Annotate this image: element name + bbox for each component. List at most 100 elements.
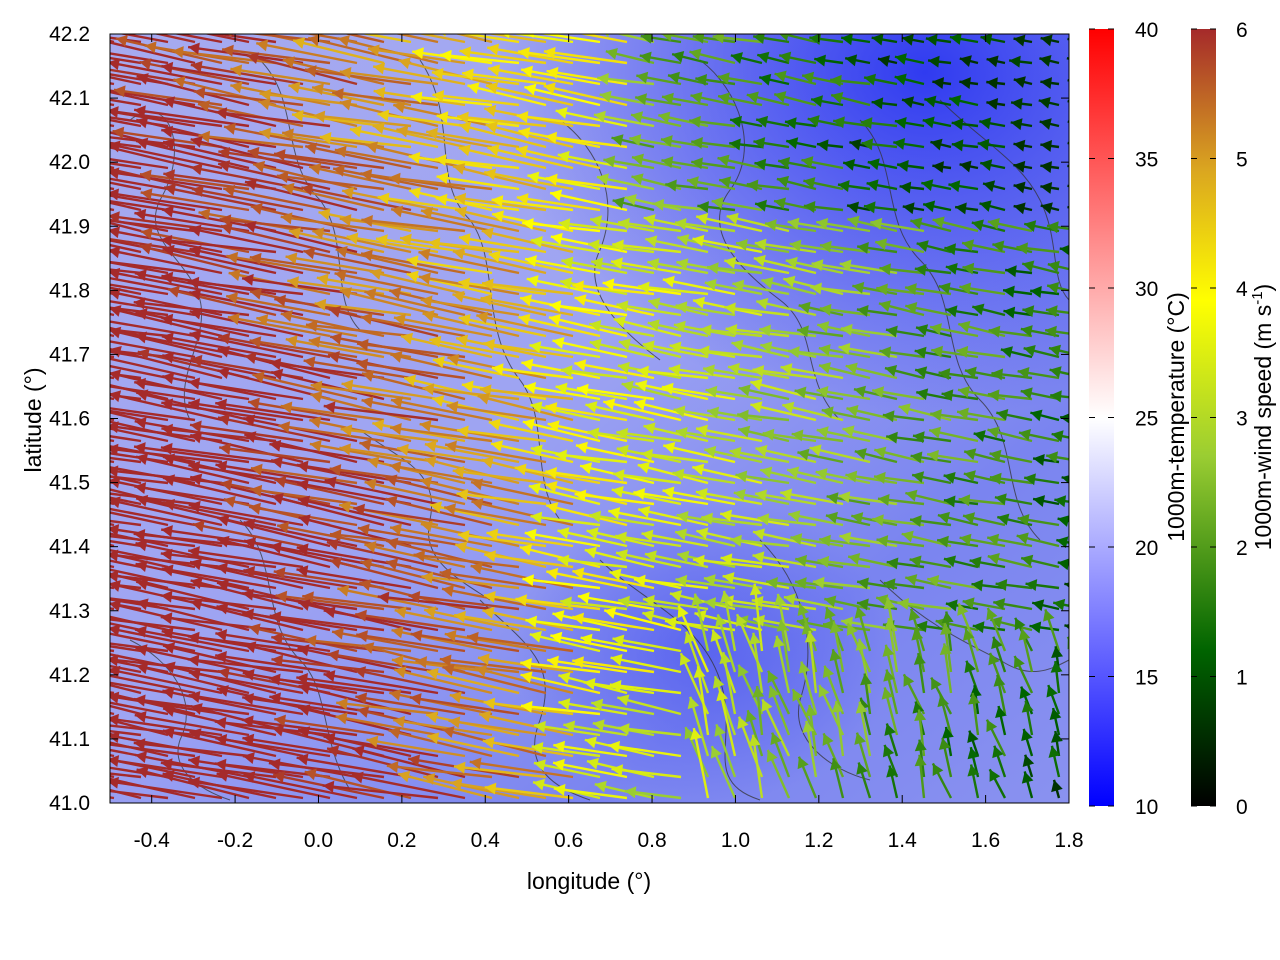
wind-arrow-head: [0, 651, 11, 663]
wind-arrow-head: [901, 34, 914, 46]
wind-arrow-shaft: [215, 654, 331, 674]
wind-arrow-shaft: [218, 335, 331, 359]
wind-arrow-head: [1050, 390, 1062, 403]
wind-arrow-shaft: [189, 227, 304, 254]
wind-arrow-head: [191, 185, 204, 197]
wind-arrow-head: [110, 443, 119, 456]
wind-arrow-shaft: [248, 505, 358, 527]
wind-arrow-head: [188, 377, 201, 390]
wind-arrow-head: [580, 633, 593, 646]
wind-arrow-head: [389, 287, 402, 299]
wind-arrow-head: [748, 632, 761, 645]
wind-arrow-shaft: [422, 312, 520, 338]
wind-arrow-head: [611, 764, 624, 777]
wind-arrow-head: [134, 625, 147, 638]
wind-arrow-head: [0, 418, 11, 430]
wind-arrow-shaft: [223, 125, 331, 149]
wind-arrow-head: [377, 591, 390, 604]
wind-arrow-shaft: [247, 149, 358, 170]
wind-arrow-head: [222, 44, 234, 57]
wind-arrow-head: [1046, 685, 1058, 698]
wind-arrow-head: [748, 734, 761, 747]
wind-arrow-shaft: [413, 553, 520, 569]
wind-arrow-shaft: [110, 717, 223, 737]
wind-arrow-shaft: [275, 594, 385, 611]
wind-arrow-shaft: [188, 671, 304, 695]
wind-arrow-head: [488, 64, 501, 77]
wind-arrow-head: [737, 716, 749, 730]
wind-arrow-shaft: [241, 591, 358, 611]
wind-arrow-head: [774, 593, 786, 606]
wind-arrow-head: [779, 51, 792, 64]
wind-arrow-head: [140, 227, 153, 240]
wind-arrow-head: [136, 453, 149, 465]
wind-arrow-head: [527, 171, 540, 184]
wind-arrow-head: [360, 312, 373, 325]
wind-arrow-head: [28, 224, 40, 236]
wind-arrow-head: [482, 736, 495, 749]
wind-arrow-head: [81, 500, 93, 512]
wind-arrow-head: [223, 495, 236, 508]
wind-arrow-head: [335, 712, 348, 725]
wind-arrow-head: [927, 449, 939, 462]
wind-arrow-head: [135, 331, 147, 344]
wind-arrow-head: [964, 366, 977, 379]
wind-arrow-shaft: [247, 400, 358, 422]
wind-arrow-shaft: [190, 63, 304, 86]
wind-arrow-shaft: [135, 139, 250, 170]
wind-arrow-head: [1023, 345, 1036, 357]
wind-arrow-shaft: [304, 68, 412, 86]
wind-label-main: 1000m-wind speed (m s: [1250, 305, 1276, 550]
wind-arrow-shaft: [110, 615, 169, 632]
wind-arrow-head: [420, 476, 433, 489]
wind-arrow-head: [555, 107, 568, 119]
wind-arrow-head: [1040, 181, 1053, 194]
wind-arrow-head: [624, 786, 637, 799]
wind-arrow-head: [725, 323, 738, 336]
wind-arrow-head: [355, 609, 367, 622]
wind-arrow-head: [801, 156, 814, 168]
wind-arrow-shaft: [432, 358, 520, 380]
wind-arrow-shaft: [110, 435, 142, 443]
wind-arrow-head: [802, 71, 815, 84]
wind-arrow-head: [972, 621, 985, 634]
wind-arrow-head: [412, 47, 424, 60]
wind-arrow-shaft: [633, 400, 709, 422]
wind-arrow-head: [795, 577, 807, 590]
wind-arrow-shaft: [110, 208, 115, 212]
wind-arrow-head: [641, 448, 653, 461]
wind-arrow-head: [675, 426, 688, 439]
wind-arrow-head: [54, 61, 66, 73]
wind-arrow-head: [774, 70, 787, 83]
wind-arrow-shaft: [444, 443, 547, 464]
wind-arrow-head: [958, 494, 971, 507]
wind-arrow-head: [752, 365, 765, 377]
wind-arrow-head: [372, 122, 385, 135]
wind-arrow-head: [992, 240, 1005, 253]
wind-arrow-head: [110, 755, 120, 768]
x-tick-label: 0.4: [471, 829, 501, 852]
wind-arrow-shaft: [110, 627, 223, 653]
wind-arrow-shaft: [522, 221, 601, 233]
wind-arrow-head: [558, 218, 571, 231]
wind-arrow-head: [406, 255, 419, 268]
wind-arrow-head: [1061, 475, 1069, 484]
wind-arrow-shaft: [110, 181, 142, 191]
wind-arrow-head: [864, 73, 877, 86]
wind-arrow-head: [1045, 305, 1058, 318]
wind-arrow-shaft: [110, 511, 169, 527]
wind-arrow-shaft: [203, 34, 250, 44]
y-tick-label: 41.6: [49, 408, 90, 431]
wind-arrow-head: [2, 703, 14, 715]
wind-arrow-shaft: [718, 688, 737, 757]
wind-arrow-head: [745, 710, 757, 723]
wind-arrow-head: [1013, 202, 1026, 215]
wind-arrow-shaft: [692, 727, 710, 799]
wind-arrow-head: [304, 65, 317, 78]
colorbar-tick-label: 30: [1135, 278, 1158, 301]
wind-arrow-shaft: [694, 612, 763, 632]
wind-arrow-head: [319, 132, 332, 144]
wind-arrow-head: [735, 614, 747, 627]
wind-arrow-head: [987, 217, 1000, 230]
wind-arrow-head: [691, 136, 703, 149]
